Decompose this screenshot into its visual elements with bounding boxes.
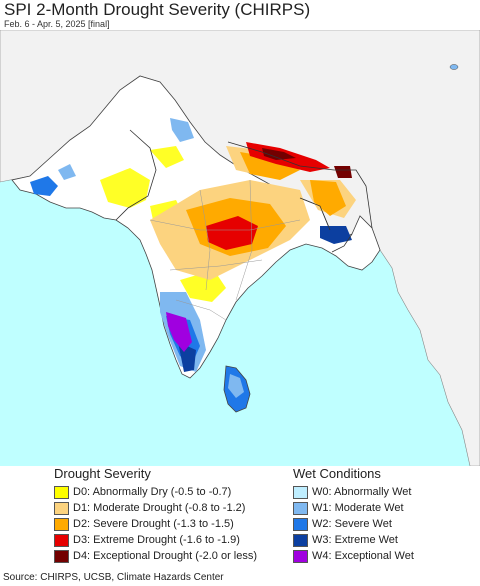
drought-legend-heading: Drought Severity — [54, 466, 151, 481]
wet-legend: Wet Conditions W0: Abnormally Wet W1: Mo… — [293, 466, 414, 564]
swatch-d2 — [54, 517, 69, 531]
wet-area-pakistan-2 — [58, 164, 76, 180]
legend-item-w3: W3: Extreme Wet — [293, 532, 414, 548]
legend-label-d0: D0: Abnormally Dry (-0.5 to -0.7) — [73, 486, 232, 498]
legend-item-d4: D4: Exceptional Drought (-2.0 or less) — [54, 548, 257, 564]
legend-item-w4: W4: Exceptional Wet — [293, 548, 414, 564]
sri-lanka-wet — [228, 374, 244, 398]
legend-item-w1: W1: Moderate Wet — [293, 500, 414, 516]
legend-label-d2: D2: Severe Drought (-1.3 to -1.5) — [73, 518, 234, 530]
legend-label-w4: W4: Exceptional Wet — [312, 550, 414, 562]
swatch-w4 — [293, 549, 308, 563]
legend-item-d3: D3: Extreme Drought (-1.6 to -1.9) — [54, 532, 257, 548]
drought-map — [0, 30, 480, 466]
state-borders — [149, 179, 301, 321]
drought-legend: Drought Severity D0: Abnormally Dry (-0.… — [54, 466, 257, 564]
swatch-w1 — [293, 501, 308, 515]
source-credit: Source: CHIRPS, UCSB, Climate Hazards Ce… — [3, 572, 224, 583]
swatch-w3 — [293, 533, 308, 547]
map-title: SPI 2-Month Drought Severity (CHIRPS) — [4, 0, 311, 19]
legend-item-d1: D1: Moderate Drought (-0.8 to -1.2) — [54, 500, 257, 516]
w4-kerala — [166, 312, 192, 352]
wet-legend-heading: Wet Conditions — [293, 466, 381, 481]
d4-sikkim — [334, 166, 352, 178]
d0-west — [100, 168, 150, 208]
legend-item-d0: D0: Abnormally Dry (-0.5 to -0.7) — [54, 484, 257, 500]
swatch-d1 — [54, 501, 69, 515]
wet-area-pakistan — [30, 176, 58, 196]
legend-label-d4: D4: Exceptional Drought (-2.0 or less) — [73, 550, 258, 562]
legend-item-w2: W2: Severe Wet — [293, 516, 414, 532]
d2-north — [240, 152, 300, 180]
wet-area-punjab — [170, 118, 194, 142]
swatch-d0 — [54, 485, 69, 499]
d0-north — [150, 146, 184, 168]
w3-bangladesh — [320, 226, 352, 244]
legend-item-d2: D2: Severe Drought (-1.3 to -1.5) — [54, 516, 257, 532]
country-borders — [115, 129, 373, 253]
swatch-w2 — [293, 517, 308, 531]
legend-label-w1: W1: Moderate Wet — [312, 502, 404, 514]
legend-label-w3: W3: Extreme Wet — [312, 534, 398, 546]
d4-nepal — [262, 148, 296, 160]
swatch-d3 — [54, 533, 69, 547]
island — [449, 64, 459, 70]
map-subtitle: Feb. 6 - Apr. 5, 2025 [final] — [4, 19, 110, 29]
d2-east — [310, 180, 346, 216]
legend-item-w0: W0: Abnormally Wet — [293, 484, 414, 500]
d0-south — [180, 270, 226, 302]
swatch-w0 — [293, 485, 308, 499]
legend-label-d1: D1: Moderate Drought (-0.8 to -1.2) — [73, 502, 246, 514]
legend-label-w0: W0: Abnormally Wet — [312, 486, 412, 498]
swatch-d4 — [54, 549, 69, 563]
legend: Drought Severity D0: Abnormally Dry (-0.… — [0, 466, 480, 570]
legend-label-d3: D3: Extreme Drought (-1.6 to -1.9) — [73, 534, 240, 546]
legend-label-w2: W2: Severe Wet — [312, 518, 392, 530]
d3-central — [206, 216, 258, 250]
